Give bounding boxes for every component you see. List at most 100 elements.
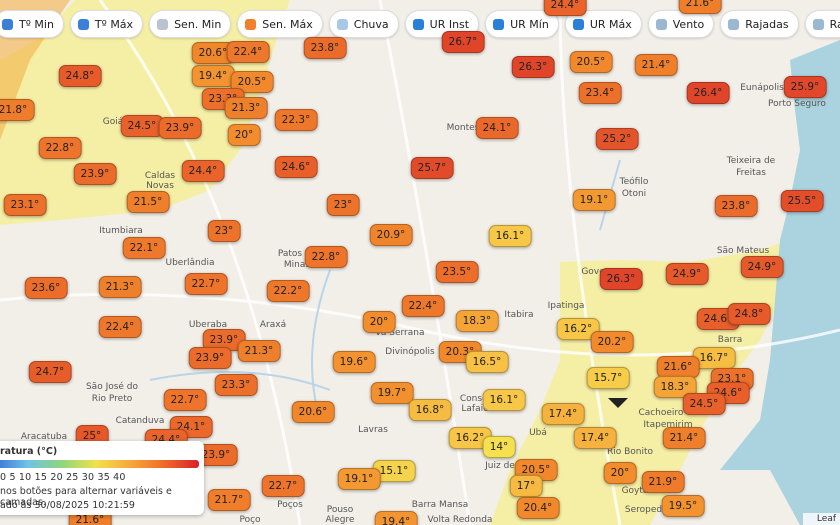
layer-button[interactable]: Tº Min [0, 10, 64, 38]
layer-button[interactable]: Tº Máx [69, 10, 144, 38]
temperature-marker[interactable]: 23.9° [194, 444, 238, 466]
temperature-marker[interactable]: 21.4° [634, 54, 678, 76]
temperature-marker[interactable]: 23.3° [214, 374, 258, 396]
place-label: Novas [146, 181, 174, 191]
temperature-marker[interactable]: 22.4° [98, 316, 142, 338]
temperature-marker[interactable]: 21.6° [656, 356, 700, 378]
temperature-marker[interactable]: 20° [227, 124, 261, 146]
temperature-marker[interactable]: 15.1° [372, 460, 416, 482]
temperature-marker[interactable]: 24.6° [274, 156, 318, 178]
temperature-marker[interactable]: 20.6° [191, 42, 235, 64]
layer-button[interactable]: Vento [647, 10, 715, 38]
temperature-marker[interactable]: 24.5° [682, 393, 726, 415]
temperature-marker[interactable]: 24.4° [543, 0, 587, 16]
temperature-marker[interactable]: 20° [362, 311, 396, 333]
layer-button[interactable]: Chuva [328, 10, 399, 38]
temperature-marker[interactable]: 17° [509, 475, 543, 497]
temperature-marker[interactable]: 25.2° [595, 128, 639, 150]
temperature-marker[interactable]: 23.9° [188, 347, 232, 369]
temperature-marker[interactable]: 24.7° [28, 361, 72, 383]
temperature-marker[interactable]: 22.8° [38, 137, 82, 159]
temperature-marker[interactable]: 19.6° [332, 351, 376, 373]
temperature-marker[interactable]: 16.7° [692, 347, 736, 369]
temperature-marker[interactable]: 21.8° [0, 99, 35, 121]
temperature-marker[interactable]: 19.7° [370, 382, 414, 404]
temperature-marker[interactable]: 24.8° [727, 303, 771, 325]
layer-button[interactable]: UR Máx [564, 10, 642, 38]
temperature-marker[interactable]: 23.8° [303, 37, 347, 59]
temperature-marker[interactable]: 23° [207, 220, 241, 242]
temperature-marker[interactable]: 25.5° [780, 190, 824, 212]
button-icon [77, 18, 89, 30]
temperature-marker[interactable]: 23.9° [202, 329, 246, 351]
temperature-marker[interactable]: 19.4° [374, 511, 418, 525]
temperature-marker[interactable]: 23.9° [158, 117, 202, 139]
layer-button[interactable]: Sen. Min [149, 10, 232, 38]
temperature-marker[interactable]: 23.5° [435, 261, 479, 283]
temperature-marker[interactable]: 22.2° [266, 280, 310, 302]
temperature-marker[interactable]: 22.8° [304, 246, 348, 268]
temperature-marker[interactable]: 26.7° [441, 31, 485, 53]
temperature-marker[interactable]: 16.5° [465, 351, 509, 373]
temperature-marker[interactable]: 25.9° [783, 76, 827, 98]
temperature-marker[interactable]: 23.4° [578, 82, 622, 104]
temperature-marker[interactable]: 22.3° [274, 109, 318, 131]
temperature-marker[interactable]: 22.7° [184, 273, 228, 295]
temperature-marker[interactable]: 26.4° [686, 82, 730, 104]
temperature-marker[interactable]: 23.9° [73, 163, 117, 185]
temperature-marker[interactable]: 19.1° [572, 189, 616, 211]
temperature-marker[interactable]: 19.1° [337, 468, 381, 490]
layer-button[interactable]: Sen. Máx [237, 10, 323, 38]
temperature-marker[interactable]: 21.3° [224, 97, 268, 119]
temperature-marker[interactable]: 16.1° [488, 225, 532, 247]
temperature-marker[interactable]: 20.5° [230, 71, 274, 93]
temperature-marker[interactable]: 26.3° [599, 268, 643, 290]
temperature-marker[interactable]: 21.5° [126, 191, 170, 213]
temperature-marker[interactable]: 25.7° [410, 157, 454, 179]
temperature-marker[interactable]: 20.2° [590, 331, 634, 353]
temperature-marker[interactable]: 20.5° [569, 51, 613, 73]
temperature-marker[interactable]: 23.6° [24, 277, 68, 299]
temperature-marker[interactable]: 24.5° [120, 115, 164, 137]
temperature-marker[interactable]: 18.3° [455, 310, 499, 332]
temperature-marker[interactable]: 14° [482, 436, 516, 458]
temperature-marker[interactable]: 17.4° [541, 403, 585, 425]
button-label: Tº Máx [94, 17, 134, 31]
temperature-marker[interactable]: 17.4° [573, 427, 617, 449]
button-label: Sen. Min [174, 17, 222, 31]
attribution[interactable]: Leaf [802, 513, 840, 525]
temperature-marker[interactable]: 24.1° [475, 117, 519, 139]
temperature-marker[interactable]: 18.3° [653, 376, 697, 398]
temperature-marker[interactable]: 22.1° [122, 237, 166, 259]
temperature-marker[interactable]: 19.4° [191, 65, 235, 87]
temperature-marker[interactable]: 24.9° [740, 256, 784, 278]
temperature-marker[interactable]: 21.4° [662, 427, 706, 449]
temperature-marker[interactable]: 19.5° [661, 495, 705, 517]
temperature-marker[interactable]: 21.6° [678, 0, 722, 14]
temperature-marker[interactable]: 21.9° [641, 471, 685, 493]
temperature-marker[interactable]: 22.7° [163, 389, 207, 411]
layer-button[interactable]: Rajadas Max [804, 10, 840, 38]
temperature-marker[interactable]: 20.9° [369, 224, 413, 246]
temperature-marker[interactable]: 15.7° [586, 367, 630, 389]
temperature-marker[interactable]: 24.9° [665, 263, 709, 285]
temperature-marker[interactable]: 16.2° [556, 318, 600, 340]
temperature-marker[interactable]: 20.6° [291, 401, 335, 423]
temperature-marker[interactable]: 23.8° [714, 195, 758, 217]
temperature-marker[interactable]: 20° [603, 462, 637, 484]
temperature-marker[interactable]: 24.4° [181, 160, 225, 182]
temperature-marker[interactable]: 22.4° [226, 41, 270, 63]
temperature-marker[interactable]: 23° [326, 194, 360, 216]
temperature-marker[interactable]: 16.1° [482, 389, 526, 411]
temperature-marker[interactable]: 24.8° [58, 65, 102, 87]
temperature-marker[interactable]: 16.8° [408, 399, 452, 421]
temperature-marker[interactable]: 23.1° [3, 194, 47, 216]
temperature-marker[interactable]: 22.7° [261, 475, 305, 497]
temperature-marker[interactable]: 21.3° [98, 276, 142, 298]
layer-button[interactable]: Rajadas [720, 10, 799, 38]
temperature-marker[interactable]: 22.4° [401, 295, 445, 317]
temperature-marker[interactable]: 20.4° [516, 497, 560, 519]
temperature-marker[interactable]: 21.3° [237, 340, 281, 362]
temperature-marker[interactable]: 26.3° [511, 56, 555, 78]
temperature-marker[interactable]: 21.7° [207, 489, 251, 511]
